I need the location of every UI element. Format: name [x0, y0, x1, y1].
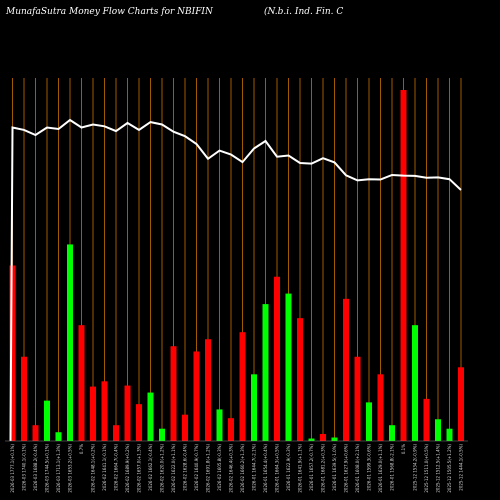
- bar-down: [90, 386, 96, 441]
- bar-down: [21, 356, 27, 441]
- bar-up: [366, 402, 372, 441]
- x-tick-label: 2026-03 1740.1(-0.1%): [22, 444, 27, 491]
- x-tick-label: 2026-01 1657.2(-0.7%): [309, 444, 314, 491]
- bar-up: [44, 400, 50, 441]
- x-tick-label: 2026-02 1641.1(-0.1%): [102, 444, 107, 491]
- x-tick-label: 2026-01 1644.7(-2.1%): [252, 444, 257, 491]
- bar-up: [285, 293, 292, 441]
- bar-up: [216, 409, 223, 441]
- bar-down: [136, 404, 142, 441]
- x-tick-label: 2026-02 1689.9(+0.2%): [125, 444, 130, 493]
- x-tick-label: 2026-02 1605.8(-0.3%): [217, 444, 222, 491]
- x-tick-label: 2025-12 1444.1(-0.5%): [459, 444, 464, 491]
- bar-up: [159, 428, 165, 441]
- x-tick-label: 2026-03 1777.1(+0.1%): [10, 444, 15, 493]
- x-tick-label: 2026-01 1641.9(+1.1%): [298, 444, 303, 493]
- bar-down: [458, 367, 464, 441]
- x-tick-label: 2026-02 1640.9(-0.7%): [194, 444, 199, 491]
- x-tick-label: 2026-01 1681.2(+0.3%): [321, 444, 326, 493]
- x-tick-label: 2026-03 1744.5(+0.1%): [45, 444, 50, 493]
- bar-down: [274, 276, 280, 441]
- x-tick-label: 2026-02 1628.6(-0.4%): [183, 444, 188, 491]
- bar-up: [251, 374, 257, 441]
- x-tick-label: 0.1%: [401, 444, 406, 454]
- x-tick-label: 2026-03 1653.2(+0.5%): [68, 444, 73, 493]
- x-tick-label: 2026-02 1648.1(+0.2%): [91, 444, 96, 493]
- bar-up: [67, 244, 73, 441]
- x-tick-label: 2026-01 1608.0(+2.1%): [355, 444, 360, 493]
- bar-down: [32, 425, 39, 441]
- x-axis-labels: 2026-03 1777.1(+0.1%) 2026-03 1740.1(-0.1…: [10, 444, 464, 493]
- bar-up: [55, 432, 62, 441]
- bar-up: [147, 392, 154, 441]
- bar-down: [9, 265, 16, 441]
- x-tick-label: 2026-01 1654.4(+0.4%): [263, 444, 268, 493]
- money-flow-bars: [9, 90, 464, 441]
- x-tick-label: 2026-02 1620.0(+1.2%): [160, 444, 165, 493]
- chart-title-right: (N.b.i. Ind. Fin. C: [264, 7, 344, 17]
- x-tick-label: 2026-02 1691.8(+1.2%): [206, 444, 211, 493]
- x-tick-label: 2026-01 1664.3(+0.5%): [275, 444, 280, 493]
- bar-down: [400, 90, 407, 441]
- bar-down: [423, 398, 430, 441]
- x-tick-label: 2026-02 1622.0(+1.1%): [171, 444, 176, 493]
- x-tick-label: 2026-01 1599.3(-0.6%): [367, 444, 372, 491]
- bar-down: [354, 356, 361, 441]
- x-tick-label: 2026-02 1657.0(+1.3%): [137, 444, 142, 493]
- bar-up: [435, 419, 441, 441]
- bar-down: [170, 346, 177, 441]
- x-tick-label: 2025-12 1512.5(+1.4%): [436, 444, 441, 493]
- chart-title-left: MunafaSutra Money Flow Charts for NBIFIN: [6, 7, 213, 17]
- x-tick-label: 2025-12 1511.0(+0.5%): [424, 444, 429, 493]
- bar-up: [262, 304, 269, 441]
- x-tick-label: 2026-01 1639.5(-1.0%): [332, 444, 337, 491]
- price-line: [9, 118, 462, 442]
- x-tick-label: 0.7%: [79, 444, 84, 454]
- bar-down: [182, 414, 188, 441]
- x-tick-label: 2025-12 1505.5(+1.2%): [447, 444, 452, 493]
- bar-down: [124, 385, 131, 441]
- bar-down: [239, 332, 246, 441]
- bar-up: [389, 425, 395, 441]
- bar-up: [308, 438, 315, 441]
- x-tick-label: 2026-02 1660.2(+1.3%): [240, 444, 245, 493]
- bar-down: [320, 433, 326, 441]
- x-tick-label: 2026-01 1629.0(+1.1%): [378, 444, 383, 493]
- bar-down: [113, 425, 119, 441]
- bar-down: [297, 318, 303, 441]
- x-tick-label: 2026-02 1664.7(-0.4%): [114, 444, 119, 491]
- x-tick-label: 2026-01 1627.9(+0.6%): [344, 444, 349, 493]
- bar-down: [377, 374, 384, 441]
- bar-up: [446, 428, 453, 441]
- x-tick-label: 2026-03 1713.1(+1.3%): [56, 444, 61, 493]
- bar-down: [101, 381, 108, 441]
- x-tick-label: 2026-03 1688.2(-0.4%): [33, 444, 38, 491]
- x-tick-label: 2025-12 1534.2(-0.9%): [413, 444, 418, 491]
- bar-down: [78, 325, 85, 441]
- bar-down: [228, 418, 234, 441]
- bar-down: [193, 351, 200, 441]
- x-tick-label: 2026-02 1646.4(+0.3%): [229, 444, 234, 493]
- bar-up: [331, 437, 338, 441]
- x-tick-label: 2026-01 1568.8(-2.1%): [390, 444, 395, 491]
- bar-down: [205, 339, 211, 441]
- bar-down: [343, 298, 349, 441]
- x-tick-label: 2026-01 1622.9(-0.3%): [286, 444, 291, 491]
- bar-up: [412, 325, 418, 441]
- x-tick-label: 2026-02 1662.1(-0.4%): [148, 444, 153, 491]
